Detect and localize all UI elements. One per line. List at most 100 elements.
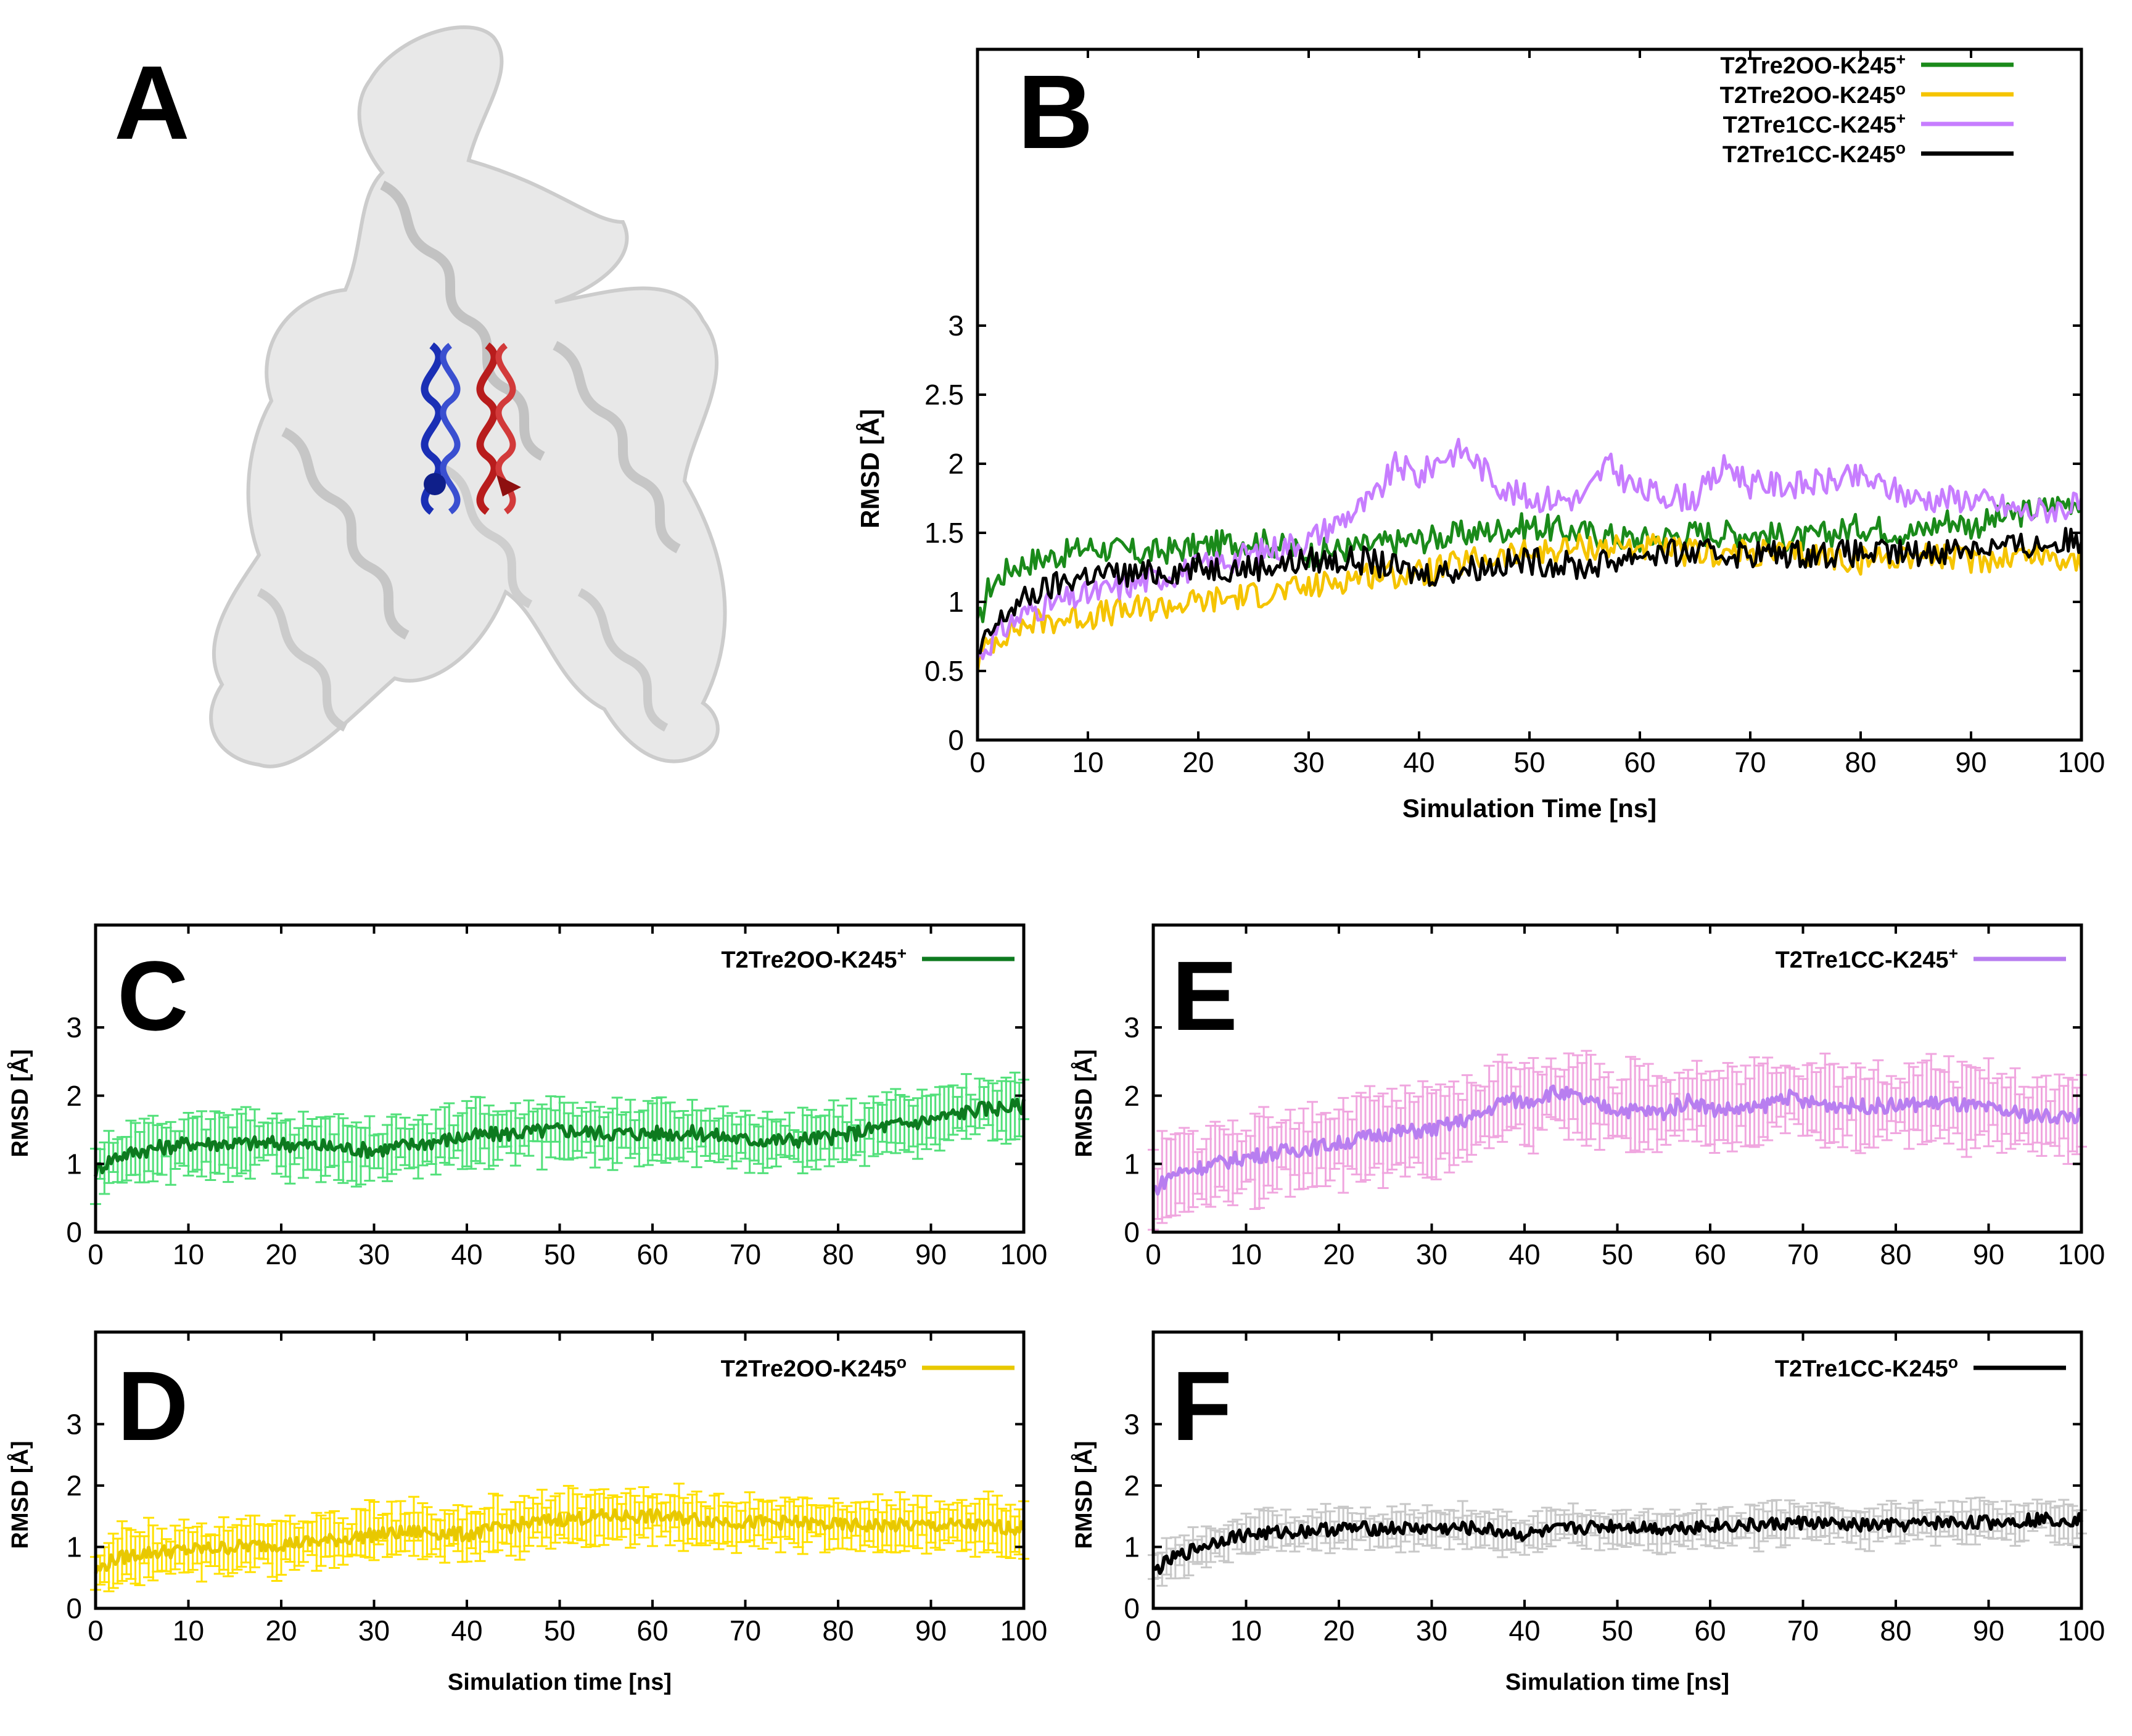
y-tick-label: 3 bbox=[1124, 1011, 1140, 1043]
x-tick-label: 0 bbox=[88, 1238, 104, 1270]
plot-frame bbox=[976, 47, 2083, 742]
x-tick-label: 10 bbox=[1072, 746, 1103, 778]
panel-label-d: D bbox=[117, 1351, 189, 1461]
x-tick-label: 50 bbox=[544, 1238, 575, 1270]
legend-name: T2Tre1CC-K245 bbox=[1776, 947, 1949, 973]
series-b-2 bbox=[976, 437, 2083, 660]
y-tick-label: 0 bbox=[948, 724, 964, 756]
x-tick-label: 70 bbox=[1787, 1615, 1819, 1647]
x-tick-label: 50 bbox=[1602, 1238, 1633, 1270]
legend-superscript: o bbox=[1896, 139, 1906, 157]
x-tick-label: 20 bbox=[1182, 746, 1214, 778]
x-tick-label: 0 bbox=[969, 746, 986, 778]
chart-f: F 0 10 20 30 40 50 60 70 80 90 100 0 1 2 3 Simulation ti… bbox=[1070, 1330, 2105, 1695]
error-bars-f bbox=[1148, 1496, 2087, 1587]
x-tick-label: 20 bbox=[1323, 1238, 1354, 1270]
y-tick-label: 1 bbox=[66, 1148, 82, 1180]
legend-superscript: + bbox=[1896, 50, 1906, 68]
x-tick-label: 70 bbox=[730, 1238, 761, 1270]
x-tick-label: 10 bbox=[173, 1615, 204, 1647]
y-tick-label: 3 bbox=[66, 1408, 82, 1440]
legend-label: T2Tre1CC-K245+ bbox=[1723, 109, 1906, 138]
x-tick-label: 40 bbox=[451, 1615, 482, 1647]
y-tick-label: 2 bbox=[1124, 1470, 1140, 1502]
x-tick-label: 10 bbox=[1230, 1615, 1262, 1647]
x-tick-label: 90 bbox=[915, 1238, 947, 1270]
legend-name: T2Tre2OO-K245 bbox=[721, 1356, 897, 1382]
x-tick-label: 0 bbox=[1145, 1238, 1161, 1270]
x-tick-label: 20 bbox=[265, 1615, 297, 1647]
x-tick-label: 20 bbox=[1323, 1615, 1354, 1647]
y-tick-label: 2 bbox=[1124, 1080, 1140, 1112]
y-axis-label: RMSD [Å] bbox=[1070, 1049, 1097, 1157]
y-tick-label: 0 bbox=[66, 1592, 82, 1624]
x-axis-label: Simulation time [ns] bbox=[448, 1669, 672, 1695]
legend-superscript: o bbox=[1896, 80, 1906, 98]
x-tick-label: 10 bbox=[1230, 1238, 1262, 1270]
chart-b: B 0 10 20 30 40 50 60 70 80 90 100 0 0.5 1 1.5 2 2.5 3 Simu… bbox=[855, 47, 2105, 823]
legend: T2Tre1CC-K245o bbox=[1775, 1353, 2066, 1382]
x-tick-label: 30 bbox=[1416, 1238, 1447, 1270]
panel-label-c: C bbox=[117, 940, 189, 1051]
legend-name: T2Tre2OO-K245 bbox=[1720, 53, 1896, 79]
x-tick-label: 30 bbox=[358, 1238, 390, 1270]
series-e-0 bbox=[1148, 1050, 2087, 1231]
x-tick-label: 90 bbox=[915, 1615, 947, 1647]
y-tick-label: 1 bbox=[1124, 1148, 1140, 1180]
x-axis-label: Simulation Time [ns] bbox=[1402, 794, 1657, 823]
y-axis-label: RMSD [Å] bbox=[855, 409, 884, 529]
x-tick-label: 50 bbox=[544, 1615, 575, 1647]
x-tick-label: 60 bbox=[636, 1238, 668, 1270]
legend: T2Tre1CC-K245+ bbox=[1776, 944, 2066, 973]
y-tick-label: 0 bbox=[1124, 1592, 1140, 1624]
series-d-0 bbox=[90, 1483, 1029, 1592]
series-line-b-0 bbox=[976, 496, 2083, 623]
y-tick-label: 0 bbox=[66, 1216, 82, 1248]
series-line-d-0 bbox=[94, 1508, 1026, 1574]
series-line-b-3 bbox=[976, 527, 2083, 655]
x-tick-label: 30 bbox=[1293, 746, 1324, 778]
y-axis-label: RMSD [Å] bbox=[6, 1441, 33, 1549]
helix-right-icon bbox=[476, 342, 521, 515]
legend-name: T2Tre1CC-K245 bbox=[1723, 112, 1896, 138]
x-tick-label: 80 bbox=[1845, 746, 1876, 778]
x-tick-label: 60 bbox=[1624, 746, 1655, 778]
x-tick-label: 100 bbox=[1000, 1615, 1048, 1647]
y-tick-label: 2 bbox=[66, 1080, 82, 1112]
series-c-0 bbox=[90, 1071, 1029, 1205]
x-tick-label: 80 bbox=[822, 1238, 854, 1270]
chart-c: C 0 10 20 30 40 50 60 70 80 90 100 0 1 2 3 RMSD [Å] T2Tre… bbox=[6, 923, 1047, 1270]
y-tick-label: 1 bbox=[66, 1531, 82, 1563]
legend-label: T2Tre2OO-K245o bbox=[1720, 80, 1906, 109]
series-b-0 bbox=[976, 496, 2083, 623]
y-axis-label: RMSD [Å] bbox=[1070, 1441, 1097, 1549]
y-tick-label: 2.5 bbox=[924, 379, 964, 411]
legend-name: T2Tre1CC-K245 bbox=[1722, 142, 1896, 168]
x-tick-label: 60 bbox=[636, 1615, 668, 1647]
protein-ribbon-icon bbox=[209, 25, 727, 768]
y-tick-label: 3 bbox=[1124, 1408, 1140, 1440]
chart-e: E 0 10 20 30 40 50 60 70 80 90 100 0 1 2 3 RMSD [Å] T2Tre… bbox=[1070, 923, 2105, 1270]
legend-label: T2Tre1CC-K245+ bbox=[1776, 944, 1958, 973]
legend-name: T2Tre1CC-K245 bbox=[1775, 1356, 1948, 1382]
y-tick-label: 1 bbox=[948, 586, 964, 618]
y-tick-label: 3 bbox=[948, 310, 964, 342]
y-axis-label: RMSD [Å] bbox=[6, 1049, 33, 1157]
y-tick-label: 0 bbox=[1124, 1216, 1140, 1248]
x-axis-label: Simulation time [ns] bbox=[1505, 1669, 1729, 1695]
y-tick-label: 2 bbox=[66, 1470, 82, 1502]
legend-label: T2Tre1CC-K245o bbox=[1722, 139, 1906, 168]
panel-label-a: A bbox=[114, 44, 190, 162]
x-tick-label: 70 bbox=[1734, 746, 1766, 778]
x-tick-label: 60 bbox=[1694, 1615, 1726, 1647]
chart-d: D 0 10 20 30 40 50 60 70 80 90 100 0 1 2 3 Simulation ti… bbox=[6, 1330, 1048, 1695]
series-line-c-0 bbox=[94, 1097, 1026, 1177]
legend-superscript: + bbox=[897, 944, 907, 963]
x-tick-label: 50 bbox=[1513, 746, 1545, 778]
legend: T2Tre2OO-K245o bbox=[721, 1353, 1015, 1382]
x-tick-label: 90 bbox=[1973, 1615, 2004, 1647]
panel-label-f: F bbox=[1172, 1351, 1232, 1461]
x-tick-label: 90 bbox=[1973, 1238, 2004, 1270]
x-tick-label: 0 bbox=[88, 1615, 104, 1647]
